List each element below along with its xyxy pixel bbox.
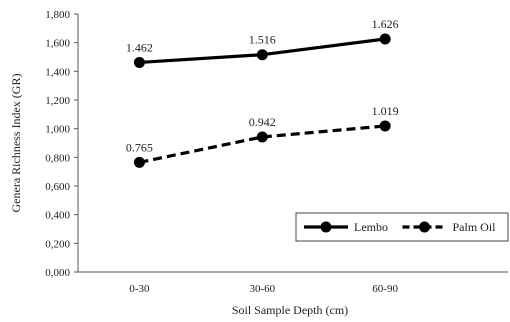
data-label: 0.942 — [249, 115, 276, 129]
data-label: 1.019 — [372, 104, 399, 118]
series-layer: 1.462 1.516 1.626 0.765 0.942 1.019 — [126, 17, 399, 168]
y-tick-label: 1,000 — [45, 124, 70, 136]
data-label: 0.765 — [126, 140, 153, 154]
data-label: 1.626 — [372, 17, 399, 31]
series-line — [139, 124, 386, 164]
x-tick-label: 30-60 — [249, 283, 275, 295]
y-tick-label: 1,600 — [45, 38, 70, 50]
legend-label: Lembo — [354, 220, 388, 234]
y-tick-label: 0,600 — [45, 181, 70, 193]
data-point — [256, 131, 268, 143]
data-point — [133, 56, 145, 68]
y-axis-title: Genera Richness Index (GR) — [9, 74, 23, 213]
y-tick-labels: 0,000 0,200 0,400 0,600 0,800 1,000 1,200 1,400… — [45, 9, 78, 279]
y-tick-label: 1,200 — [45, 95, 70, 107]
data-label: 1.462 — [126, 40, 153, 54]
data-point — [379, 120, 391, 132]
x-tick-labels: 0-30 30-60 60-90 — [129, 283, 398, 295]
legend-swatch-marker — [419, 221, 430, 233]
y-tick-label: 0,000 — [45, 267, 70, 279]
legend-label: Palm Oil — [453, 220, 497, 234]
legend-items: Lembo Palm Oil — [304, 220, 496, 234]
data-label: 1.516 — [249, 33, 276, 47]
legend-item: Palm Oil — [402, 220, 497, 234]
y-tick-label: 0,200 — [45, 238, 70, 250]
x-axis-title: Soil Sample Depth (cm) — [232, 303, 348, 317]
legend-swatch-marker — [320, 221, 332, 233]
data-point — [133, 156, 145, 168]
series-palm-oil: 0.765 0.942 1.019 — [126, 104, 399, 168]
data-point — [256, 49, 268, 61]
legend-item: Lembo — [304, 220, 388, 234]
y-tick-label: 1,800 — [45, 9, 70, 21]
x-tick-label: 0-30 — [129, 283, 150, 295]
x-tick-label: 60-90 — [372, 283, 398, 295]
y-tick-label: 1,400 — [45, 66, 70, 78]
legend: Lembo Palm Oil — [295, 212, 509, 242]
data-point — [379, 33, 391, 45]
chart-axes — [77, 14, 508, 273]
y-tick-label: 0,800 — [45, 152, 70, 164]
series-lembo: 1.462 1.516 1.626 — [126, 17, 399, 68]
y-tick-label: 0,400 — [45, 210, 70, 222]
